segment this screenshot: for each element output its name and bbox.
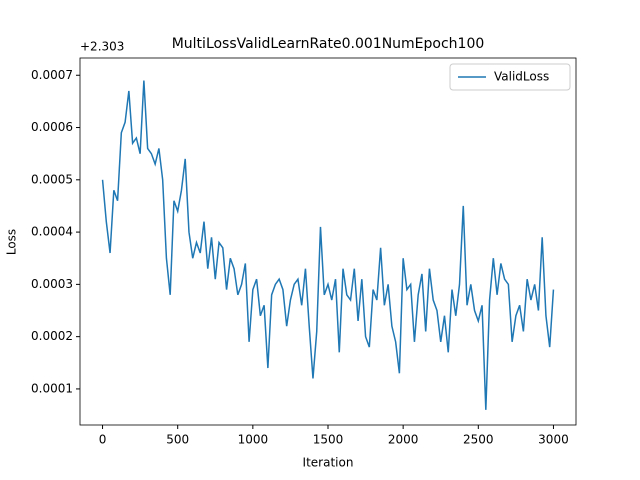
- x-tick-label: 2000: [388, 433, 419, 447]
- x-tick-label: 0: [99, 433, 107, 447]
- x-tick-label: 500: [166, 433, 189, 447]
- x-tick-label: 1500: [313, 433, 344, 447]
- y-tick-label: 0.0001: [31, 381, 73, 395]
- y-tick-label: 0.0006: [31, 120, 73, 134]
- y-tick-label: 0.0005: [31, 172, 73, 186]
- chart-title: MultiLossValidLearnRate0.001NumEpoch100: [172, 36, 485, 52]
- legend-box: [449, 63, 571, 91]
- y-tick-label: 0.0007: [31, 68, 73, 82]
- y-axis-label: Loss: [5, 229, 19, 255]
- legend-label: ValidLoss: [494, 70, 549, 84]
- plot-frame: [79, 57, 577, 426]
- y-tick-label: 0.0004: [31, 225, 73, 239]
- x-tick-label: 2500: [463, 433, 494, 447]
- x-tick-label: 1000: [238, 433, 269, 447]
- y-tick-label: 0.0002: [31, 329, 73, 343]
- y-offset: +2.303: [80, 40, 124, 54]
- x-tick-label: 3000: [538, 433, 569, 447]
- line-series: [101, 80, 555, 410]
- y-tick-label: 0.0003: [31, 277, 73, 291]
- x-axis-label: Iteration: [303, 456, 354, 470]
